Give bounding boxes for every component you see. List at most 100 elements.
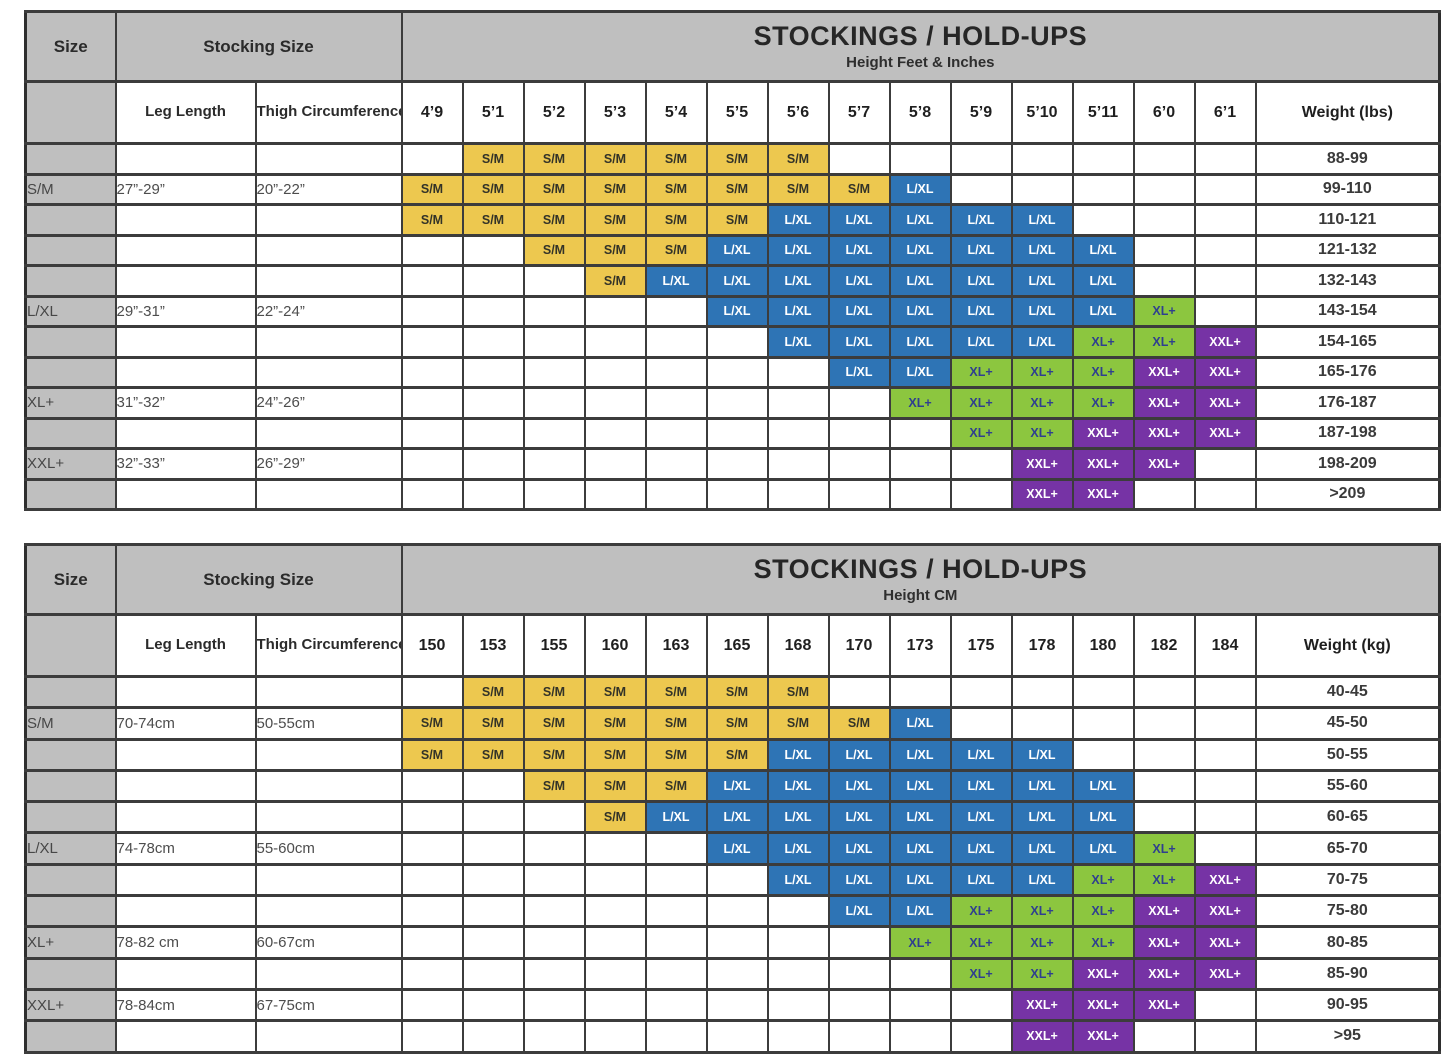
weight-range-value: >209 [1254,477,1441,511]
size-grid-cell: XXL+ [1193,956,1257,991]
size-grid-cell [400,142,464,176]
size-group-label [24,477,117,511]
size-grid-cell [522,386,586,420]
size-grid-cell: XXL+ [1071,447,1135,481]
size-grid-cell [644,386,708,420]
size-group-label: S/M [24,172,117,206]
size-grid-cell [400,800,464,835]
size-grid-cell [522,294,586,328]
size-grid-cell [888,674,952,710]
thigh-circumference-value: 24”-26” [254,386,403,420]
thigh-circumference-value [254,768,403,804]
size-grid-cell [1010,172,1074,206]
size-grid-cell [827,142,891,176]
size-group-label [24,416,117,450]
leg-length-value: 29”-31” [114,294,257,328]
size-grid-cell [827,416,891,450]
height-column-header: 6’1 [1193,80,1257,145]
leg-length-value [114,894,257,929]
size-grid-cell: S/M [461,203,525,237]
size-group-label: XL+ [24,386,117,420]
header-row-columns: Leg Length Thigh Circumference 4’9 5’1 5’2 5’… [24,80,1441,145]
size-grid-cell: S/M [766,142,830,176]
size-group-label: XXL+ [24,987,117,1023]
size-grid-cell: S/M [644,737,708,772]
size-grid-cell [644,416,708,450]
size-grid-cell: L/XL [827,862,891,898]
size-grid-cell [522,956,586,991]
thigh-circumference-value: 22”-24” [254,294,403,328]
size-grid-cell [461,894,525,929]
size-grid-cell [1193,264,1257,298]
size-grid-cell: XXL+ [1071,416,1135,450]
size-grid-cell: XL+ [1132,831,1196,866]
size-grid-cell [583,987,647,1023]
table-row: S/M 27”-29” 20”-22” S/M S/M S/M S/M S/M S/M S/M S/… [24,172,1441,206]
size-grid-cell [1010,706,1074,741]
weight-range-value: 40-45 [1254,674,1441,710]
size-grid-cell: XL+ [1010,894,1074,929]
size-grid-cell [888,142,952,176]
size-grid-cell [583,447,647,481]
size-grid-cell [766,1019,830,1054]
leg-length-value [114,737,257,772]
height-column-header: 153 [461,613,525,678]
size-grid-cell [1193,142,1257,176]
thigh-circumference-value [254,674,403,710]
size-grid-cell: L/XL [1071,831,1135,866]
size-grid-cell: L/XL [1010,294,1074,328]
size-grid-cell: XL+ [1071,325,1135,359]
leg-length-value: 78-84cm [114,987,257,1023]
size-grid-cell: L/XL [705,264,769,298]
size-grid-cell [827,674,891,710]
size-grid-cell: XL+ [1010,416,1074,450]
size-grid-cell [1071,203,1135,237]
size-grid-cell [766,477,830,511]
stocking-size-header: Stocking Size [114,10,403,83]
table-row: S/M S/M S/M L/XL L/XL L/XL L/XL L/XL L/XL L/XL 55-… [24,768,1441,804]
weight-range-value: 65-70 [1254,831,1441,866]
size-grid-cell [400,674,464,710]
size-grid-cell: XL+ [1132,325,1196,359]
size-grid-cell: L/XL [827,831,891,866]
size-grid-cell: L/XL [949,862,1013,898]
size-grid-cell [827,956,891,991]
weight-range-value: 121-132 [1254,233,1441,267]
size-grid-cell [400,831,464,866]
size-grid-cell: L/XL [705,768,769,804]
weight-range-value: 70-75 [1254,862,1441,898]
size-grid-cell [705,386,769,420]
size-grid-cell [522,800,586,835]
size-grid-cell [705,355,769,389]
table-title-cell: STOCKINGS / HOLD-UPS Height CM [400,543,1441,616]
size-grid-cell [644,1019,708,1054]
size-group-label: XL+ [24,925,117,960]
weight-range-value: 90-95 [1254,987,1441,1023]
size-group-label [24,1019,117,1054]
size-grid-cell: XL+ [1132,862,1196,898]
size-grid-cell: L/XL [1010,233,1074,267]
size-grid-cell: S/M [705,706,769,741]
size-grid-cell [522,325,586,359]
header-row-top: Size Stocking Size STOCKINGS / HOLD-UPS Hei… [24,543,1441,616]
size-grid-cell [461,831,525,866]
size-grid-cell: L/XL [1010,737,1074,772]
height-column-header: 4’9 [400,80,464,145]
leg-length-value [114,233,257,267]
size-grid-cell: XXL+ [1010,987,1074,1023]
size-grid-cell [583,925,647,960]
size-grid-cell [583,1019,647,1054]
size-grid-cell: S/M [583,264,647,298]
size-grid-cell [461,1019,525,1054]
size-grid-cell: L/XL [888,862,952,898]
size-grid-cell: XL+ [1132,294,1196,328]
height-column-header: 5’1 [461,80,525,145]
size-grid-cell: XXL+ [1193,416,1257,450]
size-grid-cell [400,1019,464,1054]
size-grid-cell: L/XL [827,800,891,835]
size-grid-cell: L/XL [888,706,952,741]
size-grid-cell: XXL+ [1193,355,1257,389]
size-grid-cell [461,862,525,898]
size-grid-cell: L/XL [1071,294,1135,328]
weight-range-value: 85-90 [1254,956,1441,991]
